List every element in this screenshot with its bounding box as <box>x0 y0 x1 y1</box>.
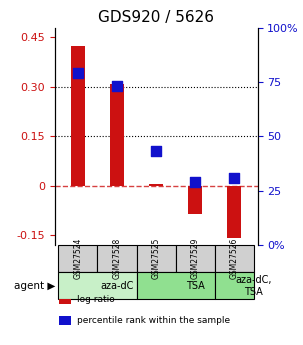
Bar <box>149 184 163 186</box>
Bar <box>227 186 241 238</box>
Bar <box>71 46 85 186</box>
Bar <box>58 294 71 304</box>
FancyBboxPatch shape <box>137 245 175 272</box>
Text: agent ▶: agent ▶ <box>14 281 55 291</box>
FancyBboxPatch shape <box>137 272 215 299</box>
Bar <box>58 316 71 325</box>
Text: GSM27524: GSM27524 <box>73 238 82 279</box>
Text: aza-dC: aza-dC <box>100 281 134 291</box>
FancyBboxPatch shape <box>98 245 137 272</box>
Bar <box>188 186 202 214</box>
Text: log ratio: log ratio <box>77 295 115 304</box>
Text: GSM27526: GSM27526 <box>230 238 239 279</box>
FancyBboxPatch shape <box>58 272 137 299</box>
Text: TSA: TSA <box>186 281 205 291</box>
Point <box>193 179 198 185</box>
Point <box>115 83 119 89</box>
Text: percentile rank within the sample: percentile rank within the sample <box>77 316 230 325</box>
Text: GSM27528: GSM27528 <box>112 238 122 279</box>
FancyBboxPatch shape <box>215 245 254 272</box>
Text: GSM27525: GSM27525 <box>152 238 161 279</box>
Title: GDS920 / 5626: GDS920 / 5626 <box>98 10 214 25</box>
Text: aza-dC,
TSA: aza-dC, TSA <box>235 275 272 296</box>
Point <box>75 70 80 76</box>
FancyBboxPatch shape <box>175 245 215 272</box>
Bar <box>110 83 124 186</box>
FancyBboxPatch shape <box>58 245 98 272</box>
Point <box>154 149 158 154</box>
FancyBboxPatch shape <box>215 272 254 299</box>
Text: GSM27529: GSM27529 <box>191 238 200 279</box>
Point <box>232 175 237 180</box>
